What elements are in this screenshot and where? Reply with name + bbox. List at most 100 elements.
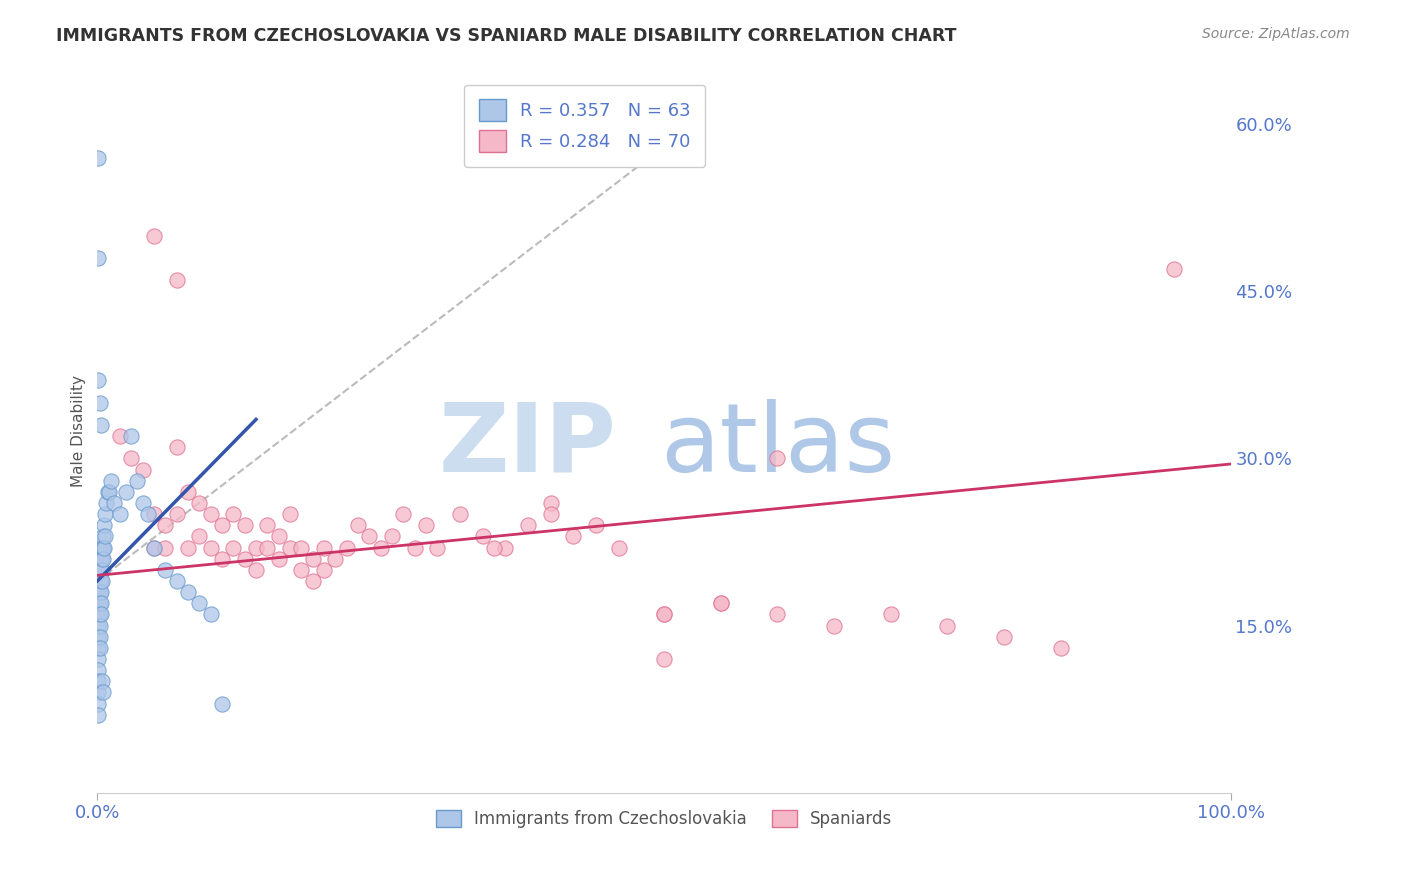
Point [90,541,112,555]
Point [87,251,110,265]
Point [87,374,110,388]
Point [312,563,335,577]
Point [90,585,112,599]
Point [87,663,110,677]
Point [96,496,118,510]
Point [87,585,110,599]
Point [89,607,111,622]
Point [143,507,166,521]
Point [200,607,222,622]
Point [233,518,256,533]
Point [290,541,312,555]
Point [710,596,733,610]
Point [540,496,562,510]
Point [97,484,120,499]
Point [90,551,112,566]
Point [585,518,607,533]
Point [404,541,426,555]
Point [415,518,437,533]
Point [90,574,112,588]
Text: Source: ZipAtlas.com: Source: ZipAtlas.com [1202,27,1350,41]
Point [87,618,110,632]
Point [267,551,290,566]
Point [100,474,122,488]
Point [347,518,370,533]
Point [336,541,359,555]
Point [233,551,256,566]
Point [87,652,110,666]
Point [936,618,959,632]
Point [90,596,112,610]
Point [211,518,233,533]
Point [449,507,471,521]
Point [143,541,166,555]
Point [131,462,153,476]
Point [245,541,267,555]
Point [91,685,114,699]
Point [222,541,245,555]
Point [211,697,233,711]
Point [93,518,115,533]
Point [177,484,200,499]
Point [87,674,110,689]
Point [131,496,153,510]
Point [166,574,188,588]
Point [256,518,278,533]
Point [90,563,112,577]
Point [90,574,112,588]
Point [301,551,323,566]
Point [91,529,114,543]
Point [540,507,562,521]
Point [652,607,675,622]
Point [155,541,177,555]
Point [108,507,131,521]
Point [87,707,110,722]
Point [652,607,675,622]
Point [89,574,111,588]
Point [766,451,789,466]
Point [278,507,301,521]
Point [766,607,789,622]
Point [90,563,112,577]
Point [87,685,110,699]
Point [392,507,415,521]
Point [90,674,112,689]
Point [108,429,131,443]
Point [89,596,111,610]
Point [120,429,142,443]
Point [90,417,112,432]
Point [188,496,211,510]
Point [89,585,111,599]
Point [325,551,347,566]
Point [87,607,110,622]
Point [125,474,148,488]
Point [222,507,245,521]
Point [120,451,142,466]
Point [138,507,160,521]
Legend: Immigrants from Czechoslovakia, Spaniards: Immigrants from Czechoslovakia, Spaniard… [429,804,898,835]
Point [211,551,233,566]
Point [87,697,110,711]
Point [290,563,312,577]
Point [103,496,125,510]
Point [89,640,111,655]
Point [166,440,188,454]
Point [188,529,211,543]
Point [607,541,630,555]
Point [1163,262,1185,277]
Point [245,563,267,577]
Point [359,529,381,543]
Point [517,518,540,533]
Point [879,607,901,622]
Point [267,529,290,543]
Point [188,596,211,610]
Point [1049,640,1071,655]
Point [87,596,110,610]
Point [993,630,1015,644]
Point [89,630,111,644]
Point [155,518,177,533]
Y-axis label: Male Disability: Male Disability [72,375,86,487]
Point [94,507,117,521]
Point [114,484,136,499]
Point [278,541,301,555]
